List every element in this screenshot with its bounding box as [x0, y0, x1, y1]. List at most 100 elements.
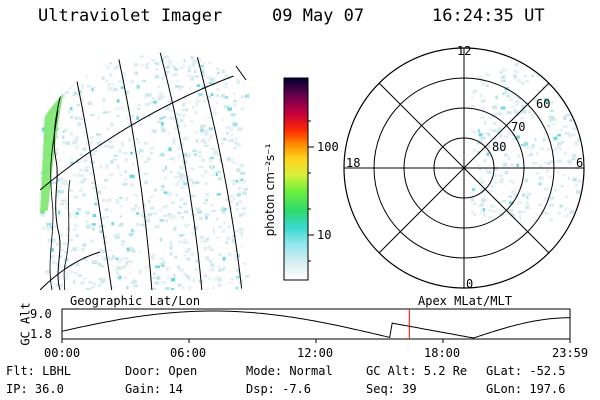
speckle — [129, 271, 132, 275]
speckle — [186, 278, 191, 281]
speckle — [183, 202, 187, 206]
speckle — [557, 212, 562, 215]
speckle — [194, 181, 200, 184]
speckle — [208, 213, 211, 216]
speckle — [181, 216, 185, 219]
speckle — [144, 180, 148, 185]
speckle — [212, 285, 215, 290]
speckle — [501, 213, 505, 217]
speckle — [563, 152, 567, 155]
speckle — [550, 100, 554, 105]
speckle — [499, 212, 504, 215]
speckle — [501, 80, 506, 83]
speckle — [67, 110, 71, 114]
speckle — [231, 138, 234, 142]
speckle — [503, 153, 508, 157]
speckle — [566, 213, 569, 216]
speckle — [234, 257, 237, 261]
speckle — [212, 278, 217, 281]
speckle — [109, 209, 113, 213]
speckle — [188, 64, 192, 69]
speckle — [182, 173, 186, 178]
speckle — [216, 153, 222, 157]
date-label: 09 May 07 — [272, 6, 365, 26]
speckle — [470, 197, 475, 202]
speckle — [97, 116, 100, 120]
speckle — [205, 258, 210, 262]
speckle — [186, 67, 191, 70]
speckle — [182, 240, 187, 244]
speckle — [73, 173, 77, 177]
speckle — [108, 139, 112, 143]
speckle — [107, 82, 112, 87]
speckle — [164, 70, 170, 74]
speckle — [131, 79, 134, 84]
speckle — [506, 111, 512, 115]
speckle — [519, 216, 522, 220]
speckle — [213, 108, 216, 112]
speckle — [207, 116, 213, 120]
speckle — [208, 245, 211, 250]
speckle — [201, 158, 206, 163]
speckle — [186, 74, 190, 77]
speckle — [146, 103, 150, 106]
speckle — [141, 114, 146, 119]
speckle — [48, 98, 51, 102]
speckle — [497, 148, 502, 152]
altitude-tick-min: 1.8 — [30, 327, 52, 341]
speckle — [176, 171, 182, 175]
altitude-plot — [61, 308, 571, 343]
speckle — [552, 71, 556, 75]
speckle — [91, 223, 96, 226]
speckle — [50, 238, 56, 243]
speckle — [239, 279, 244, 283]
speckle — [477, 76, 482, 79]
speckle — [72, 263, 77, 266]
speckle — [76, 75, 80, 79]
speckle — [498, 174, 504, 177]
speckle — [92, 282, 97, 286]
speckle — [103, 178, 109, 182]
speckle — [187, 136, 190, 140]
speckle — [126, 117, 129, 120]
speckle — [84, 165, 90, 169]
speckle — [546, 169, 550, 173]
speckle — [508, 156, 511, 161]
speckle — [121, 256, 125, 260]
speckle — [47, 225, 50, 228]
speckle — [483, 213, 486, 217]
speckle — [184, 250, 190, 253]
speckle — [215, 172, 218, 177]
speckle — [477, 140, 482, 143]
speckle — [199, 154, 202, 159]
speckle — [189, 86, 192, 90]
speckle — [137, 152, 141, 155]
speckle — [157, 120, 162, 124]
speckle — [232, 92, 235, 95]
speckle — [122, 107, 125, 111]
speckle — [480, 189, 485, 193]
speckle — [145, 93, 150, 97]
speckle — [96, 190, 102, 195]
speckle — [499, 181, 504, 184]
speckle — [191, 105, 195, 109]
speckle — [509, 201, 514, 205]
speckle — [201, 70, 205, 74]
speckle — [136, 104, 142, 107]
speckle — [513, 75, 518, 79]
speckle — [235, 137, 239, 141]
speckle — [99, 248, 104, 253]
speckle — [221, 56, 225, 61]
speckle — [544, 98, 549, 103]
speckle — [481, 198, 486, 202]
speckle — [209, 165, 212, 169]
speckle — [218, 177, 222, 181]
speckle — [243, 188, 248, 191]
speckle — [236, 202, 239, 206]
speckle — [205, 216, 208, 220]
speckle — [523, 142, 529, 146]
speckle — [90, 113, 95, 117]
speckle — [111, 222, 114, 226]
speckle — [516, 78, 522, 83]
speckle — [204, 192, 210, 197]
